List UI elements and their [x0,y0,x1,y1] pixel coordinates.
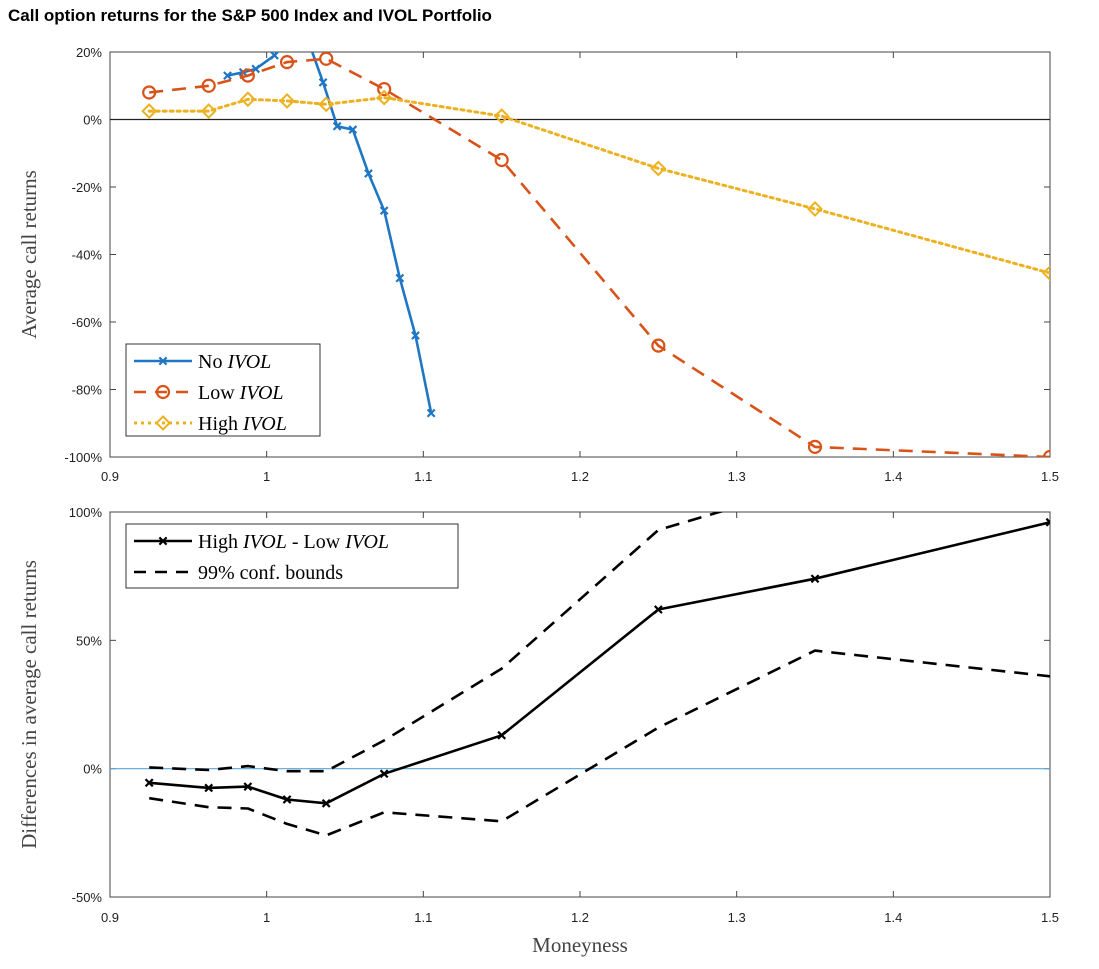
data-point [332,121,342,131]
y-tick-label: 50% [76,633,102,648]
data-point [807,439,823,454]
x-tick-label: 1.5 [1041,469,1059,484]
data-point [243,782,253,792]
data-point [1042,265,1050,281]
x-tick-label: 1 [263,910,270,925]
x-tick-label: 1.2 [571,910,589,925]
difference-panel: 0.9 1 1.1 1.2 1.3 1.4 1.5 100% 50% 0% -50% Differen… [17,505,1059,957]
legend-label: Low IVOL [198,382,284,404]
data-point [304,35,311,42]
data-point [223,71,232,81]
data-point [142,85,157,100]
legend-marker [155,384,171,400]
x-tick-label: 1.4 [884,910,902,925]
data-point [493,108,510,125]
legend-marker [158,536,168,546]
data-point [240,68,255,83]
legend-label: No IVOL [198,351,271,373]
data-point [650,160,667,177]
data-point [288,32,295,39]
y-axis-label: Average call returns [17,170,41,339]
data-point [426,408,436,418]
legend-marker [158,356,168,366]
x-tick-label: 1.3 [728,910,746,925]
data-point [1045,517,1050,527]
series-line [147,96,1050,275]
data-point [279,93,295,109]
series-group [141,32,1050,457]
data-point [201,78,216,93]
y-tick-label: 100% [69,505,103,520]
x-tick-label: 0.9 [101,469,119,484]
x-tick-label: 1.1 [414,910,432,925]
series-line [149,649,1050,837]
y-tick-label: 0% [83,113,102,128]
y-tick-label: 0% [83,762,102,777]
data-point [364,169,373,178]
y-tick-label: -40% [72,248,103,263]
data-point [807,201,823,217]
x-tick-label: 1.2 [571,469,589,484]
data-point [318,96,335,113]
data-point [270,52,279,60]
series-line [149,57,1050,457]
legend-marker [155,415,171,431]
x-tick-label: 1 [263,469,270,484]
data-point [318,77,328,87]
data-point [144,778,154,788]
x-tick-label: 0.9 [101,910,119,925]
y-tick-label: -50% [72,890,103,905]
x-tick-label: 1.3 [728,469,746,484]
y-tick-label: 20% [76,45,102,60]
y-axis-label: Differences in average call returns [17,560,41,849]
y-tick-label: -100% [64,450,102,465]
series-line [149,512,724,773]
data-point [497,730,507,740]
data-point [348,125,358,135]
series-group [144,512,1050,837]
data-point [494,152,509,168]
data-point [279,55,295,70]
data-point [204,783,214,793]
returns-panel: 0.9 1 1.1 1.2 1.3 1.4 1.5 20% 0% -20% -40% -60% -80%… [17,32,1059,484]
data-point [319,52,334,66]
legend-label: High IVOL [198,413,287,435]
data-point [651,338,666,353]
data-point [141,103,158,119]
data-point [377,82,392,97]
data-point [653,605,663,614]
data-point [200,103,217,119]
y-tick-label: -60% [72,315,103,330]
data-point [239,91,256,108]
data-point [282,795,292,804]
y-tick-label: -20% [72,180,103,195]
data-point [810,574,820,584]
series-line [149,521,1050,805]
legend-label: High IVOL - Low IVOL [198,531,389,553]
x-tick-label: 1.5 [1041,910,1059,925]
data-point [395,273,405,283]
x-tick-label: 1.4 [884,469,902,484]
data-point [321,798,331,808]
data-point [411,331,420,340]
x-axis-label: Moneyness [532,933,628,957]
y-tick-label: -80% [72,383,103,398]
legend-label: 99% conf. bounds [198,562,343,584]
data-point [379,206,389,216]
legend-box [125,523,459,589]
page-title: Call option returns for the S&P 500 Inde… [8,6,492,25]
legend: High IVOL - Low IVOL 99% conf. bounds [125,523,459,589]
data-point [376,89,393,106]
data-point [379,769,389,779]
legend: No IVOL Low IVOL High IVOL [125,343,321,437]
x-tick-label: 1.1 [414,469,432,484]
